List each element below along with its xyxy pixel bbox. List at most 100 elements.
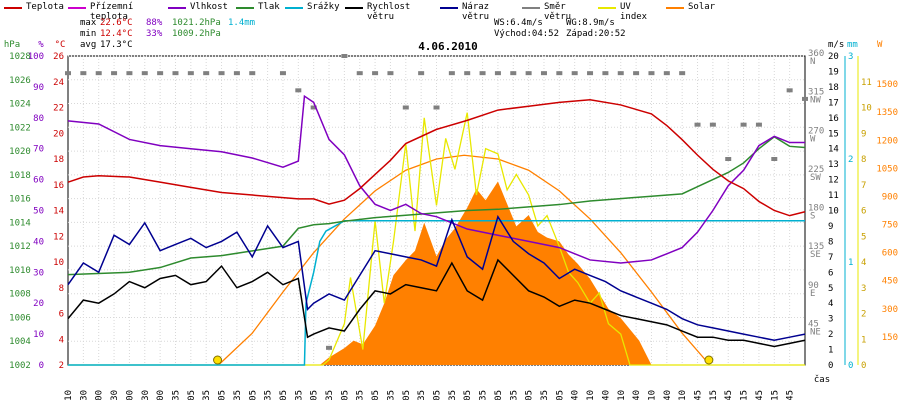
solar-tick-label: 1050: [876, 164, 898, 174]
direction-tick-deg: 270: [808, 126, 824, 136]
x-tick-label: 13:35: [479, 390, 489, 400]
x-tick-label: 12:05: [433, 390, 443, 400]
chart-title: 4.06.2010: [418, 40, 478, 53]
wind-speed-tick-label: 0: [828, 361, 833, 371]
humidity-tick-label: 100: [28, 52, 44, 62]
series-teplota: [67, 99, 806, 217]
x-tick-label: 16:40: [571, 390, 581, 400]
stats-min-label: min: [80, 29, 97, 39]
humidity-tick-label: 30: [33, 268, 44, 278]
humidity-axis-label: %: [38, 40, 44, 50]
wind-direction-dot: [709, 122, 716, 127]
wind-direction-dot: [402, 105, 409, 110]
wind-direction-dot: [295, 88, 302, 93]
series-rychlost-vetru: [67, 258, 806, 348]
wind-speed-tick-label: 5: [828, 284, 833, 294]
temperature-tick-label: 16: [53, 181, 64, 191]
solar-tick-label: 450: [882, 277, 898, 287]
solar-tick-label: 1500: [876, 80, 898, 90]
x-tick-label: 00:30: [79, 390, 89, 400]
temperature-axis-label: °C: [55, 40, 66, 50]
x-tick-label: 21:15: [709, 390, 719, 400]
pressure-axis-label: hPa: [4, 40, 20, 50]
x-tick-label: 18:10: [617, 390, 627, 400]
wind-speed-tick-label: 7: [828, 253, 833, 263]
rain-tick-label: 1: [848, 258, 853, 268]
x-tick-label: 09:05: [340, 390, 350, 400]
x-tick-label: 11:05: [402, 390, 412, 400]
x-tick-label: 06:05: [248, 390, 258, 400]
direction-tick-name: SW: [810, 173, 821, 183]
wind-speed-tick-label: 15: [828, 129, 839, 139]
wind-direction-dot: [249, 71, 256, 76]
direction-tick-deg: 90: [808, 281, 819, 291]
x-tick-label: 02:00: [125, 390, 135, 400]
x-tick-label: 13:05: [463, 390, 473, 400]
x-tick-label: 00:10: [64, 390, 74, 400]
wind-speed-tick-label: 4: [828, 299, 833, 309]
wind-direction-dot: [525, 71, 532, 76]
pressure-tick-label: 1016: [9, 195, 31, 205]
x-tick-label: 04:05: [187, 390, 197, 400]
solar-tick-label: 1200: [876, 136, 898, 146]
wind-direction-dot: [172, 71, 179, 76]
rain-axis-label: mm: [847, 40, 858, 50]
pressure-tick-label: 1014: [9, 218, 31, 228]
wind-direction-dot: [95, 71, 102, 76]
direction-tick-deg: 315: [808, 88, 824, 98]
uv-tick-label: 1: [861, 335, 866, 345]
solar-axis-label: W: [877, 40, 883, 50]
rain-tick-label: 0: [848, 361, 853, 371]
wind-direction-dot: [771, 157, 778, 161]
uv-tick-label: 5: [861, 232, 866, 242]
x-tick-label: 17:10: [586, 390, 596, 400]
x-tick-label: 15:35: [540, 390, 550, 400]
wind-direction-dot: [187, 71, 194, 76]
pressure-tick-label: 1002: [9, 361, 31, 371]
wind-direction-dot: [679, 71, 686, 76]
stats-max-pressure: 1021.2hPa: [172, 18, 221, 28]
pressure-tick-label: 1022: [9, 123, 31, 133]
x-tick-label: 10:05: [371, 390, 381, 400]
solar-tick-label: 300: [882, 305, 898, 315]
wind-direction-dot: [648, 71, 655, 76]
direction-tick-name: NW: [810, 96, 821, 106]
wind-direction-dot: [233, 71, 240, 76]
pressure-tick-label: 1008: [9, 290, 31, 300]
wind-direction-dot: [218, 71, 225, 76]
pressure-tick-label: 1024: [9, 100, 31, 110]
direction-tick-name: E: [810, 289, 815, 299]
x-tick-label: 01:30: [110, 390, 120, 400]
x-tick-label: 02:30: [141, 390, 151, 400]
direction-tick-deg: 135: [808, 242, 824, 252]
x-tick-label: 15:05: [525, 390, 535, 400]
x-tick-label: 10:35: [386, 390, 396, 400]
wind-speed-tick-label: 16: [828, 114, 839, 124]
stats-avg-label: avg: [80, 40, 97, 50]
uv-tick-label: 3: [861, 284, 866, 294]
series-solar-max: [218, 154, 711, 366]
wind-direction-dot: [418, 71, 425, 76]
wind-direction-dot: [494, 71, 501, 76]
stats-max-temp: 22.6°C: [100, 18, 133, 28]
humidity-tick-label: 90: [33, 83, 44, 93]
temperature-tick-label: 12: [53, 232, 64, 242]
humidity-tick-label: 0: [39, 361, 44, 371]
wind-speed-tick-label: 13: [828, 160, 839, 170]
wind-direction-dot: [464, 71, 471, 76]
wind-speed-tick-label: 6: [828, 268, 833, 278]
wind-direction-dot: [448, 71, 455, 76]
wind-direction-dot: [141, 71, 148, 76]
series-tlak: [67, 135, 806, 276]
x-tick-label: 11:35: [417, 390, 427, 400]
wind-direction-dot: [740, 122, 747, 127]
wind-direction-dot: [479, 71, 486, 76]
direction-tick-name: S: [810, 212, 815, 222]
stats-avg-temp: 17.3°C: [100, 40, 133, 50]
stats-max-humidity: 88%: [146, 18, 163, 28]
x-tick-label: 03:35: [171, 390, 181, 400]
temperature-tick-label: 4: [59, 335, 64, 345]
solar-tick-label: 150: [882, 333, 898, 343]
wind-speed-tick-label: 9: [828, 222, 833, 232]
